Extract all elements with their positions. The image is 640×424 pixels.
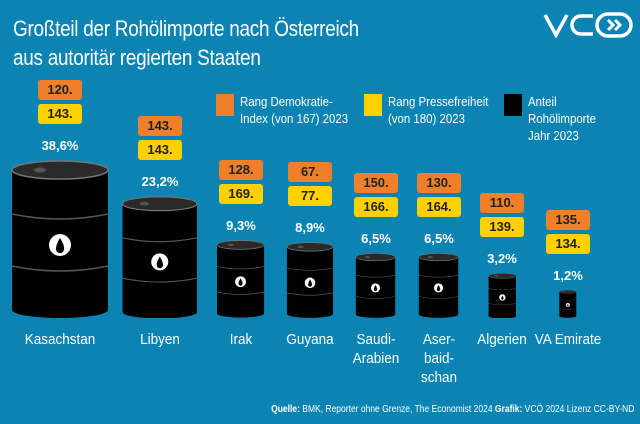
oil-drop-icon <box>371 283 381 293</box>
oil-drop-icon <box>151 252 169 270</box>
import-share-label: 23,2% <box>141 173 179 189</box>
press-rank-badge: 139. <box>480 216 524 237</box>
democracy-rank-badge: 143. <box>138 115 182 136</box>
page-title: Großteil der Rohölimporte nach Österreic… <box>13 16 359 70</box>
oil-barrel <box>559 290 577 318</box>
oil-drop-icon <box>566 303 570 308</box>
oil-barrel <box>286 242 334 318</box>
oil-barrel <box>217 240 265 318</box>
legend-label: Rang Pressefreiheit (von 180) 2023 <box>388 94 489 126</box>
country-label: Guyana <box>286 331 334 348</box>
press-rank-badge: 77. <box>288 186 332 207</box>
oil-barrel <box>11 160 109 318</box>
graphic-label: Grafik: <box>494 404 522 415</box>
legend-label: Anteil Rohölimporte Jahr 2023 <box>528 94 597 143</box>
oil-barrel <box>418 253 459 318</box>
democracy-rank-badge: 150. <box>354 173 398 194</box>
import-share-label: 6,5% <box>424 231 454 247</box>
legend-swatch-yellow <box>364 94 382 116</box>
democracy-rank-badge: 135. <box>546 210 590 231</box>
country-label: Irak <box>229 331 253 348</box>
democracy-rank-badge: 128. <box>219 160 263 181</box>
oil-barrel <box>487 272 517 318</box>
legend-swatch-orange <box>216 94 234 116</box>
graphic-text: VCÖ 2024 Lizenz CC-BY-ND <box>524 404 634 415</box>
democracy-rank-badge: 67. <box>288 162 332 183</box>
legend-share: Anteil Rohölimporte Jahr 2023 <box>504 93 640 144</box>
oil-drop-icon <box>235 276 247 288</box>
press-rank-badge: 164. <box>417 197 461 218</box>
import-share-label: 38,6% <box>41 138 79 153</box>
country-label: Aser- baid- schan <box>420 331 458 386</box>
country-label: Kasachstan <box>24 331 96 348</box>
oil-barrel <box>355 253 396 318</box>
oil-drop-icon <box>498 293 506 301</box>
footer-source: Quelle: BMK, Reporter ohne Grenze, The E… <box>271 404 634 415</box>
import-share-label: 1,2% <box>553 268 583 284</box>
press-rank-badge: 134. <box>546 234 590 255</box>
democracy-rank-badge: 130. <box>417 173 461 194</box>
press-rank-badge: 166. <box>354 197 398 218</box>
press-rank-badge: 143. <box>138 139 182 160</box>
legend-label: Rang Demokratie- Index (von 167) 2023 <box>240 94 349 126</box>
import-share-label: 9,3% <box>226 218 256 234</box>
oil-barrel <box>122 195 198 318</box>
country-label: Libyen <box>140 331 180 348</box>
vco-logo <box>543 12 633 38</box>
source-label: Quelle: <box>270 404 300 415</box>
democracy-rank-badge: 110. <box>480 192 524 213</box>
oil-drop-icon <box>49 234 71 256</box>
legend-democracy: Rang Demokratie- Index (von 167) 2023 <box>216 93 363 127</box>
source-text: BMK, Reporter ohne Grenze, The Economist… <box>301 404 493 415</box>
oil-drop-icon <box>434 283 444 293</box>
country-label: Algerien <box>477 331 527 348</box>
country-label: VA Emirate <box>534 331 602 348</box>
import-share-label: 8,9% <box>295 220 325 236</box>
legend-swatch-black <box>504 94 522 116</box>
press-rank-badge: 143. <box>38 104 82 124</box>
legend-press: Rang Pressefreiheit (von 180) 2023 <box>364 93 502 127</box>
press-rank-badge: 169. <box>219 184 263 205</box>
democracy-rank-badge: 120. <box>38 80 82 100</box>
oil-drop-icon <box>304 277 316 289</box>
import-share-label: 6,5% <box>361 231 391 247</box>
country-label: Saudi- Arabien <box>352 331 400 367</box>
import-share-label: 3,2% <box>487 250 517 266</box>
